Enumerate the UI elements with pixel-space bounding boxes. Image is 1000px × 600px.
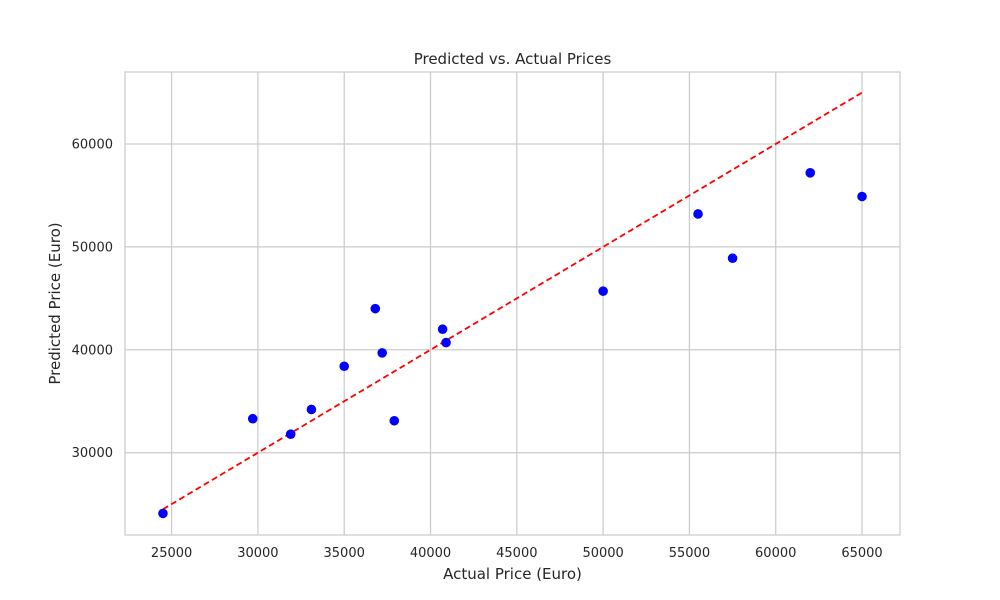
y-tick-label: 60000 [72, 138, 113, 153]
x-tick-labels: 25000 30000 35000 40000 45000 50000 55000 60000… [151, 546, 883, 561]
data-point [389, 415, 400, 426]
data-points [158, 168, 867, 519]
data-point [285, 429, 296, 439]
x-tick-label: 30000 [237, 546, 278, 561]
x-tick-label: 60000 [755, 546, 796, 561]
data-point [598, 286, 608, 296]
x-tick-label: 35000 [324, 546, 365, 561]
data-point [857, 191, 867, 202]
x-tick-label: 45000 [496, 546, 537, 561]
y-tick-label: 30000 [72, 446, 113, 461]
data-point [693, 209, 703, 219]
data-point [437, 324, 448, 335]
x-tick-label: 50000 [582, 546, 623, 561]
data-point [247, 413, 258, 424]
grid-lines [125, 72, 900, 535]
data-point [377, 348, 387, 358]
data-point [727, 253, 738, 264]
data-point [306, 404, 317, 415]
y-tick-label: 40000 [72, 343, 113, 358]
chart-title: Predicted vs. Actual Prices [414, 50, 612, 68]
data-point [441, 337, 451, 348]
x-tick-label: 40000 [410, 546, 451, 561]
reference-line [162, 91, 863, 511]
x-tick-label: 25000 [151, 546, 192, 561]
data-point [370, 303, 381, 314]
x-tick-label: 65000 [841, 546, 882, 561]
x-tick-label: 55000 [669, 546, 710, 561]
data-point [158, 508, 168, 519]
y-tick-label: 50000 [72, 240, 113, 255]
data-point [339, 361, 350, 372]
plot-frame [124, 71, 901, 536]
y-axis-label: Predicted Price (Euro) [46, 222, 64, 384]
y-tick-labels: 30000 40000 50000 60000 [72, 138, 113, 462]
data-point [805, 168, 816, 178]
x-axis-label: Actual Price (Euro) [443, 565, 582, 583]
